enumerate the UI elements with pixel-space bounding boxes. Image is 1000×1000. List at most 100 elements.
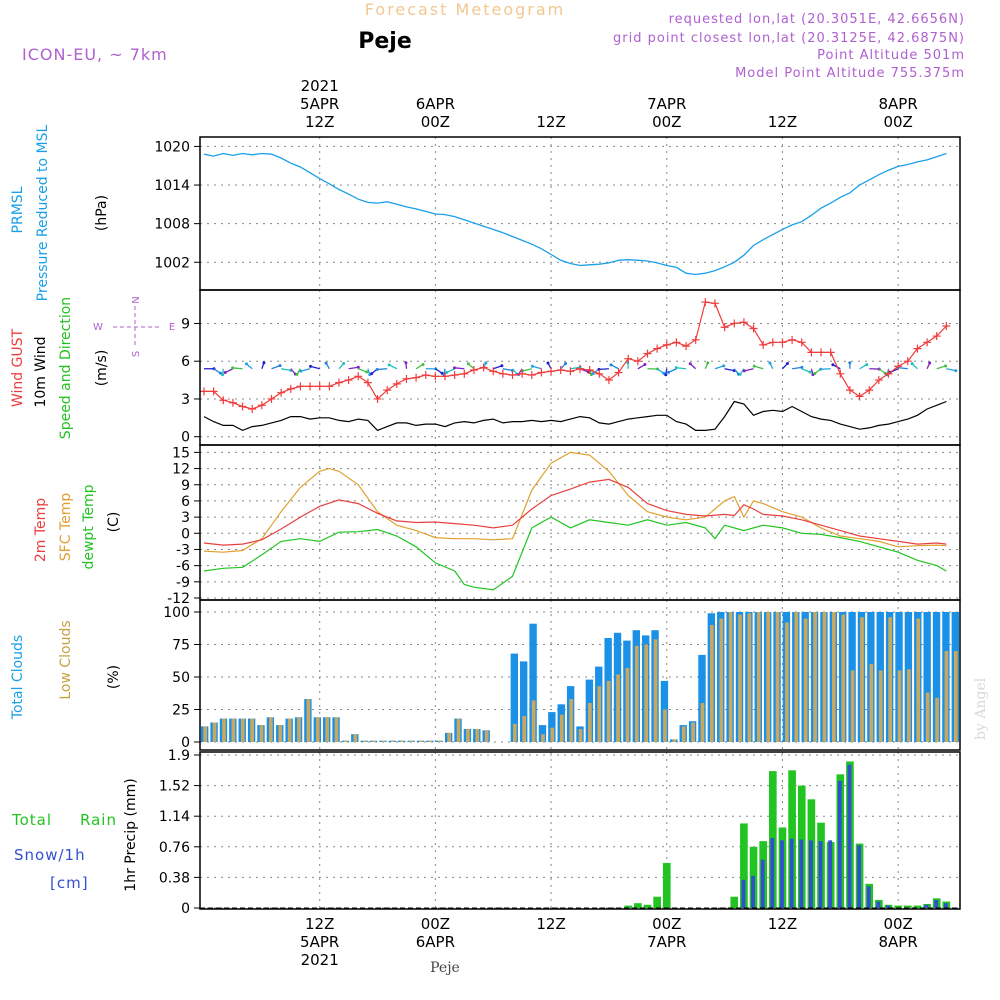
precip-total-label: Total <box>11 811 52 829</box>
wind-arrow <box>676 367 687 370</box>
pressure-grid <box>200 137 960 290</box>
wind-compass: N S W E <box>93 296 175 357</box>
total-clouds-label: Total Clouds <box>10 635 26 720</box>
gridpoint-coords: grid point closest lon,lat (20.3125E, 42… <box>613 31 965 46</box>
wind-arrow <box>946 368 956 372</box>
wind-gust-line <box>204 301 947 410</box>
gust-marker <box>469 366 478 375</box>
clouds-panel: Total Clouds Low Clouds (%) 0 25 50 75 100 <box>10 599 961 751</box>
wind-arrow-head <box>609 363 613 367</box>
compass-s: S <box>131 351 142 357</box>
time-label-bottom: 00Z <box>883 915 912 933</box>
low-cloud-bar <box>644 644 649 742</box>
y-tick-label: 25 <box>172 703 190 719</box>
low-cloud-bar <box>953 651 958 742</box>
low-cloud-bar <box>344 740 348 742</box>
time-label-top: 12Z <box>536 113 565 131</box>
time-label-top: 2021 <box>301 77 339 95</box>
y-tick-label: 1020 <box>154 139 190 155</box>
y-tick-label: 1.14 <box>159 809 190 825</box>
pressure-label-prmsl: PRMSL <box>10 186 26 233</box>
low-cloud-bar <box>306 699 311 742</box>
gust-marker <box>489 367 498 376</box>
temp-dew-label: dewpt Temp <box>81 484 97 569</box>
gust-marker <box>923 338 932 347</box>
compass-w: W <box>93 322 103 333</box>
time-label-top: 00Z <box>883 113 912 131</box>
wind-arrow-head <box>530 364 534 368</box>
wind-arrow-head <box>370 372 374 376</box>
compass-n: N <box>131 296 142 303</box>
time-label-bottom: 12Z <box>768 915 797 933</box>
location-title: Peje <box>358 29 412 54</box>
wind-arrow-head <box>278 364 282 368</box>
rain-bar <box>730 896 739 908</box>
wind-arrow <box>493 365 503 370</box>
snow-bar <box>828 840 833 908</box>
low-cloud-bar <box>287 718 292 742</box>
gust-marker <box>450 371 459 380</box>
wind-arrow-head <box>752 364 756 368</box>
gust-marker <box>219 396 228 405</box>
wind-arrow <box>522 368 532 372</box>
sfc-temp-line <box>203 451 947 553</box>
gust-marker <box>595 369 604 378</box>
total-cloud-bar <box>529 623 537 742</box>
time-label-bottom: 5APR <box>300 933 339 951</box>
low-cloud-bar <box>803 618 808 742</box>
y-tick-label: 0 <box>181 901 190 917</box>
wind-gust-markers <box>200 298 951 414</box>
y-tick-label: 0 <box>181 430 190 446</box>
time-label-top: 12Z <box>768 113 797 131</box>
precip-unit: 1hr Precip (mm) <box>123 778 139 891</box>
snow-bar <box>847 764 852 908</box>
wind-arrow-head <box>944 364 948 368</box>
time-label-top: 12Z <box>305 113 334 131</box>
gust-marker <box>277 388 286 397</box>
time-label-bottom: 00Z <box>421 915 450 933</box>
time-label-bottom: 8APR <box>879 933 918 951</box>
gust-marker <box>749 324 758 333</box>
snow-bar <box>886 905 890 908</box>
gust-marker <box>672 338 681 347</box>
y-tick-label: -6 <box>176 559 190 575</box>
low-cloud-bar <box>231 718 236 742</box>
low-cloud-bar <box>409 740 414 742</box>
precip-rain-label: Rain <box>80 811 117 829</box>
low-cloud-bar <box>916 618 921 742</box>
time-label-top: 7APR <box>647 95 686 113</box>
wind-arrow-head <box>813 371 817 375</box>
wind-arrow-head <box>309 364 313 368</box>
low-cloud-bar <box>541 734 545 742</box>
low-cloud-bar <box>888 617 892 742</box>
point-altitude: Point Altitude 501m <box>817 48 965 63</box>
time-label-bottom: 00Z <box>652 915 681 933</box>
gust-marker <box>354 372 363 381</box>
snow-bar <box>857 845 861 908</box>
wind-arrow-head <box>591 372 595 376</box>
wind-arrow-head <box>546 361 550 365</box>
y-tick-label: -12 <box>167 591 190 607</box>
wind-arrow-head <box>440 371 444 375</box>
low-cloud-bar <box>878 670 883 742</box>
y-tick-label: 6 <box>181 354 190 370</box>
wind-arrow-head <box>800 365 804 369</box>
low-cloud-bar <box>531 700 536 742</box>
low-cloud-bar <box>588 703 592 742</box>
low-cloud-bar <box>860 617 864 742</box>
low-cloud-bar <box>391 740 395 742</box>
gust-marker <box>884 369 893 378</box>
gust-marker <box>392 379 401 388</box>
y-tick-label: 1008 <box>154 217 190 233</box>
dewpt-line <box>203 516 947 591</box>
wind-arrow <box>358 368 367 373</box>
gust-marker <box>903 357 912 366</box>
low-cloud-bar <box>756 612 761 742</box>
gust-marker <box>874 376 883 385</box>
low-cloud-bar <box>578 729 583 742</box>
pressure-unit: (hPa) <box>94 195 110 231</box>
wind-arrow-head <box>365 370 369 374</box>
wind-arrow <box>744 368 754 372</box>
wind-arrow <box>598 368 609 371</box>
